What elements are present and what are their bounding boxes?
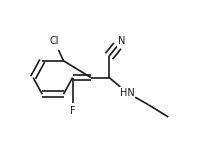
Text: HN: HN: [120, 88, 135, 98]
Text: F: F: [70, 106, 75, 116]
Text: Cl: Cl: [50, 36, 59, 46]
Text: N: N: [118, 36, 125, 46]
